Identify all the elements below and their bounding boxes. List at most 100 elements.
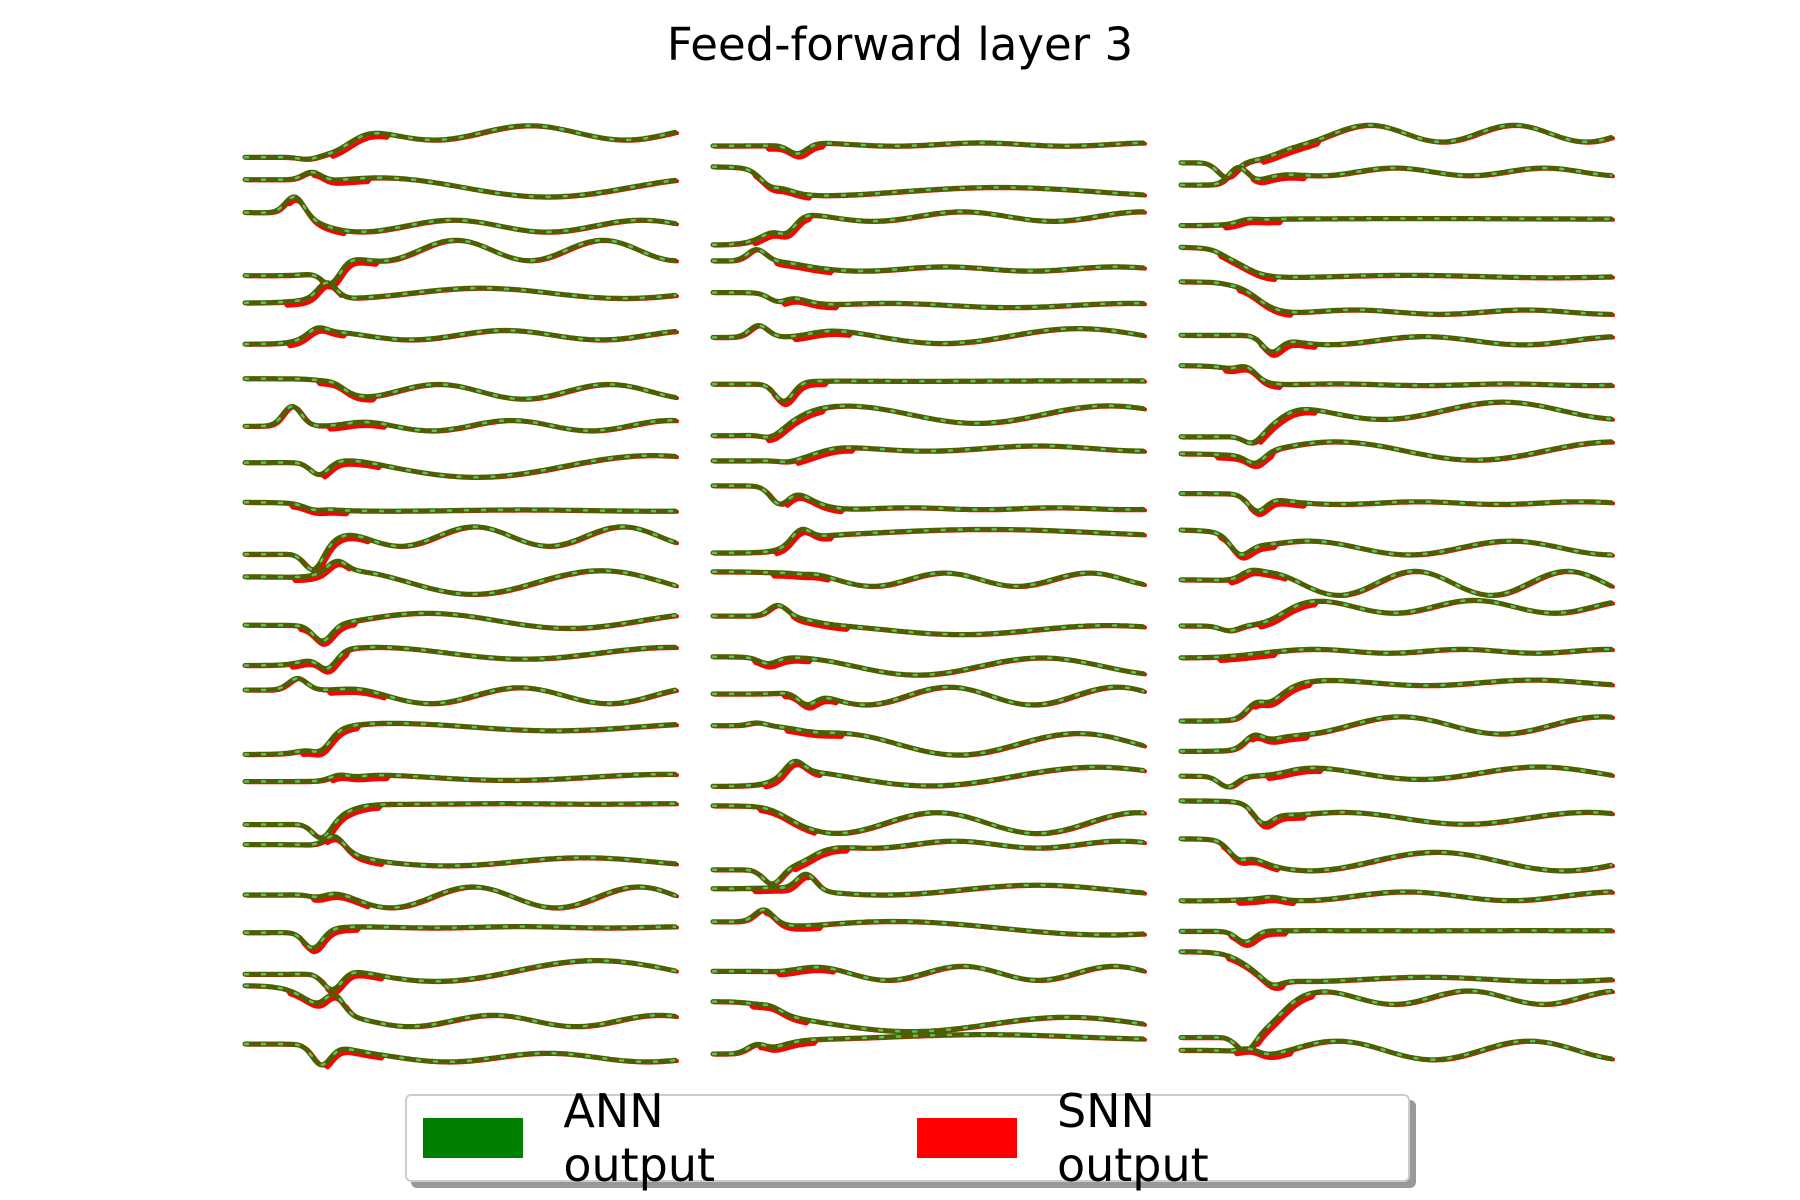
ann-trace-2-10 bbox=[710, 483, 1146, 512]
ann-trace-1-17 bbox=[242, 771, 678, 784]
ann-trace-dash-3-14 bbox=[1179, 648, 1613, 659]
snn-trace-2-2 bbox=[713, 165, 1147, 201]
legend-swatch-ann bbox=[423, 1118, 524, 1158]
chart-title: Feed-forward layer 3 bbox=[666, 18, 1134, 71]
ann-trace-1-22 bbox=[242, 958, 678, 992]
ann-trace-3-20 bbox=[1178, 889, 1614, 904]
ann-trace-dash-2-18 bbox=[711, 804, 1145, 835]
ann-trace-dash-2-11 bbox=[711, 528, 1145, 555]
ann-trace-1-2 bbox=[242, 169, 678, 200]
ann-trace-dash-2-4 bbox=[711, 248, 1145, 273]
ann-trace-dash-3-24 bbox=[1179, 1039, 1613, 1061]
ann-trace-dash-1-3 bbox=[243, 195, 677, 234]
ann-trace-3-21 bbox=[1178, 928, 1614, 945]
ann-trace-3-14 bbox=[1178, 646, 1614, 661]
ann-trace-3-12 bbox=[1178, 567, 1614, 598]
ann-trace-dash-3-22 bbox=[1179, 950, 1613, 987]
ann-trace-dash-1-1 bbox=[243, 124, 677, 161]
ann-trace-dash-1-18 bbox=[243, 802, 677, 840]
ann-trace-dash-2-3 bbox=[711, 210, 1145, 247]
ann-trace-dash-3-10 bbox=[1179, 492, 1613, 513]
ann-trace-2-14 bbox=[710, 654, 1146, 678]
ann-trace-dash-3-17 bbox=[1179, 765, 1613, 788]
ann-trace-1-21 bbox=[242, 924, 678, 951]
ann-trace-3-15 bbox=[1178, 677, 1614, 724]
snn-trace-2-8 bbox=[713, 404, 1147, 444]
ann-trace-dash-3-19 bbox=[1179, 837, 1613, 873]
ann-trace-dash-2-13 bbox=[711, 604, 1145, 636]
ann-trace-2-3 bbox=[710, 209, 1146, 248]
ann-trace-dash-3-21 bbox=[1179, 929, 1613, 944]
ann-trace-dash-3-12 bbox=[1179, 568, 1613, 597]
ann-trace-dash-1-7 bbox=[243, 377, 677, 401]
ann-trace-1-19 bbox=[242, 833, 678, 869]
ann-trace-1-1 bbox=[242, 123, 678, 162]
ann-trace-dash-2-21 bbox=[711, 908, 1145, 937]
ann-trace-1-5 bbox=[242, 280, 678, 306]
ann-trace-dash-3-7 bbox=[1179, 364, 1613, 387]
ann-trace-3-4 bbox=[1178, 244, 1614, 281]
ann-trace-dash-1-9 bbox=[243, 454, 677, 479]
legend: ANN output SNN output bbox=[405, 1084, 1410, 1192]
panel-2 bbox=[710, 140, 1147, 1057]
snn-trace-1-13 bbox=[245, 612, 679, 647]
ann-trace-3-19 bbox=[1178, 836, 1614, 874]
ann-trace-dash-2-9 bbox=[711, 444, 1145, 464]
legend-entry-ann: ANN output bbox=[423, 1084, 821, 1192]
ann-trace-1-11 bbox=[242, 524, 678, 573]
ann-trace-3-1 bbox=[1178, 122, 1614, 180]
ann-trace-3-8 bbox=[1178, 399, 1614, 446]
ann-trace-dash-3-5 bbox=[1179, 280, 1613, 316]
snn-trace-1-18 bbox=[245, 802, 679, 844]
ann-trace-3-24 bbox=[1178, 1038, 1614, 1063]
ann-trace-3-18 bbox=[1178, 798, 1614, 827]
ann-trace-2-9 bbox=[710, 443, 1146, 465]
snn-trace-2-13 bbox=[713, 604, 1147, 638]
ann-trace-dash-3-16 bbox=[1179, 715, 1613, 753]
ann-trace-dash-1-16 bbox=[243, 722, 677, 756]
ann-trace-dash-2-8 bbox=[711, 404, 1145, 439]
ann-trace-2-5 bbox=[710, 290, 1146, 310]
ann-trace-dash-2-5 bbox=[711, 291, 1145, 309]
ann-trace-3-7 bbox=[1178, 363, 1614, 388]
ann-trace-1-18 bbox=[242, 801, 678, 841]
ann-trace-dash-3-6 bbox=[1179, 333, 1613, 354]
ann-trace-dash-2-2 bbox=[711, 165, 1145, 197]
ann-trace-dash-3-23 bbox=[1179, 989, 1613, 1053]
ann-trace-2-24 bbox=[710, 1032, 1146, 1057]
ann-trace-2-17 bbox=[710, 758, 1146, 789]
ann-trace-1-7 bbox=[242, 376, 678, 402]
ann-trace-3-9 bbox=[1178, 439, 1614, 466]
ann-trace-1-8 bbox=[242, 404, 678, 434]
ann-trace-dash-3-20 bbox=[1179, 890, 1613, 902]
ann-trace-dash-2-12 bbox=[711, 570, 1145, 588]
ann-trace-dash-1-23 bbox=[243, 984, 677, 1028]
legend-label-snn: SNN output bbox=[1056, 1084, 1209, 1192]
ann-trace-dash-1-20 bbox=[243, 885, 677, 910]
ann-trace-3-13 bbox=[1178, 597, 1614, 634]
ann-trace-dash-1-14 bbox=[243, 646, 677, 670]
ann-trace-2-12 bbox=[710, 569, 1146, 589]
legend-swatch-snn bbox=[916, 1118, 1017, 1158]
ann-trace-dash-1-11 bbox=[243, 525, 677, 571]
ann-trace-2-1 bbox=[710, 140, 1146, 157]
snn-trace-1-4 bbox=[245, 239, 679, 290]
ann-trace-dash-1-10 bbox=[243, 501, 677, 513]
ann-trace-dash-3-4 bbox=[1179, 246, 1613, 279]
ann-trace-dash-1-17 bbox=[243, 772, 677, 783]
ann-trace-dash-1-6 bbox=[243, 326, 677, 346]
ann-trace-2-23 bbox=[710, 999, 1146, 1034]
ann-trace-dash-1-19 bbox=[243, 834, 677, 868]
ann-trace-2-22 bbox=[710, 963, 1146, 983]
ann-trace-dash-2-15 bbox=[711, 685, 1145, 707]
panel-3 bbox=[1178, 122, 1615, 1063]
ann-trace-1-10 bbox=[242, 499, 678, 514]
ann-trace-1-20 bbox=[242, 884, 678, 911]
ann-trace-3-5 bbox=[1178, 279, 1614, 317]
panel-1 bbox=[242, 123, 679, 1070]
ann-trace-dash-2-20 bbox=[711, 872, 1145, 897]
ann-trace-1-13 bbox=[242, 610, 678, 644]
ann-trace-2-7 bbox=[710, 378, 1146, 404]
